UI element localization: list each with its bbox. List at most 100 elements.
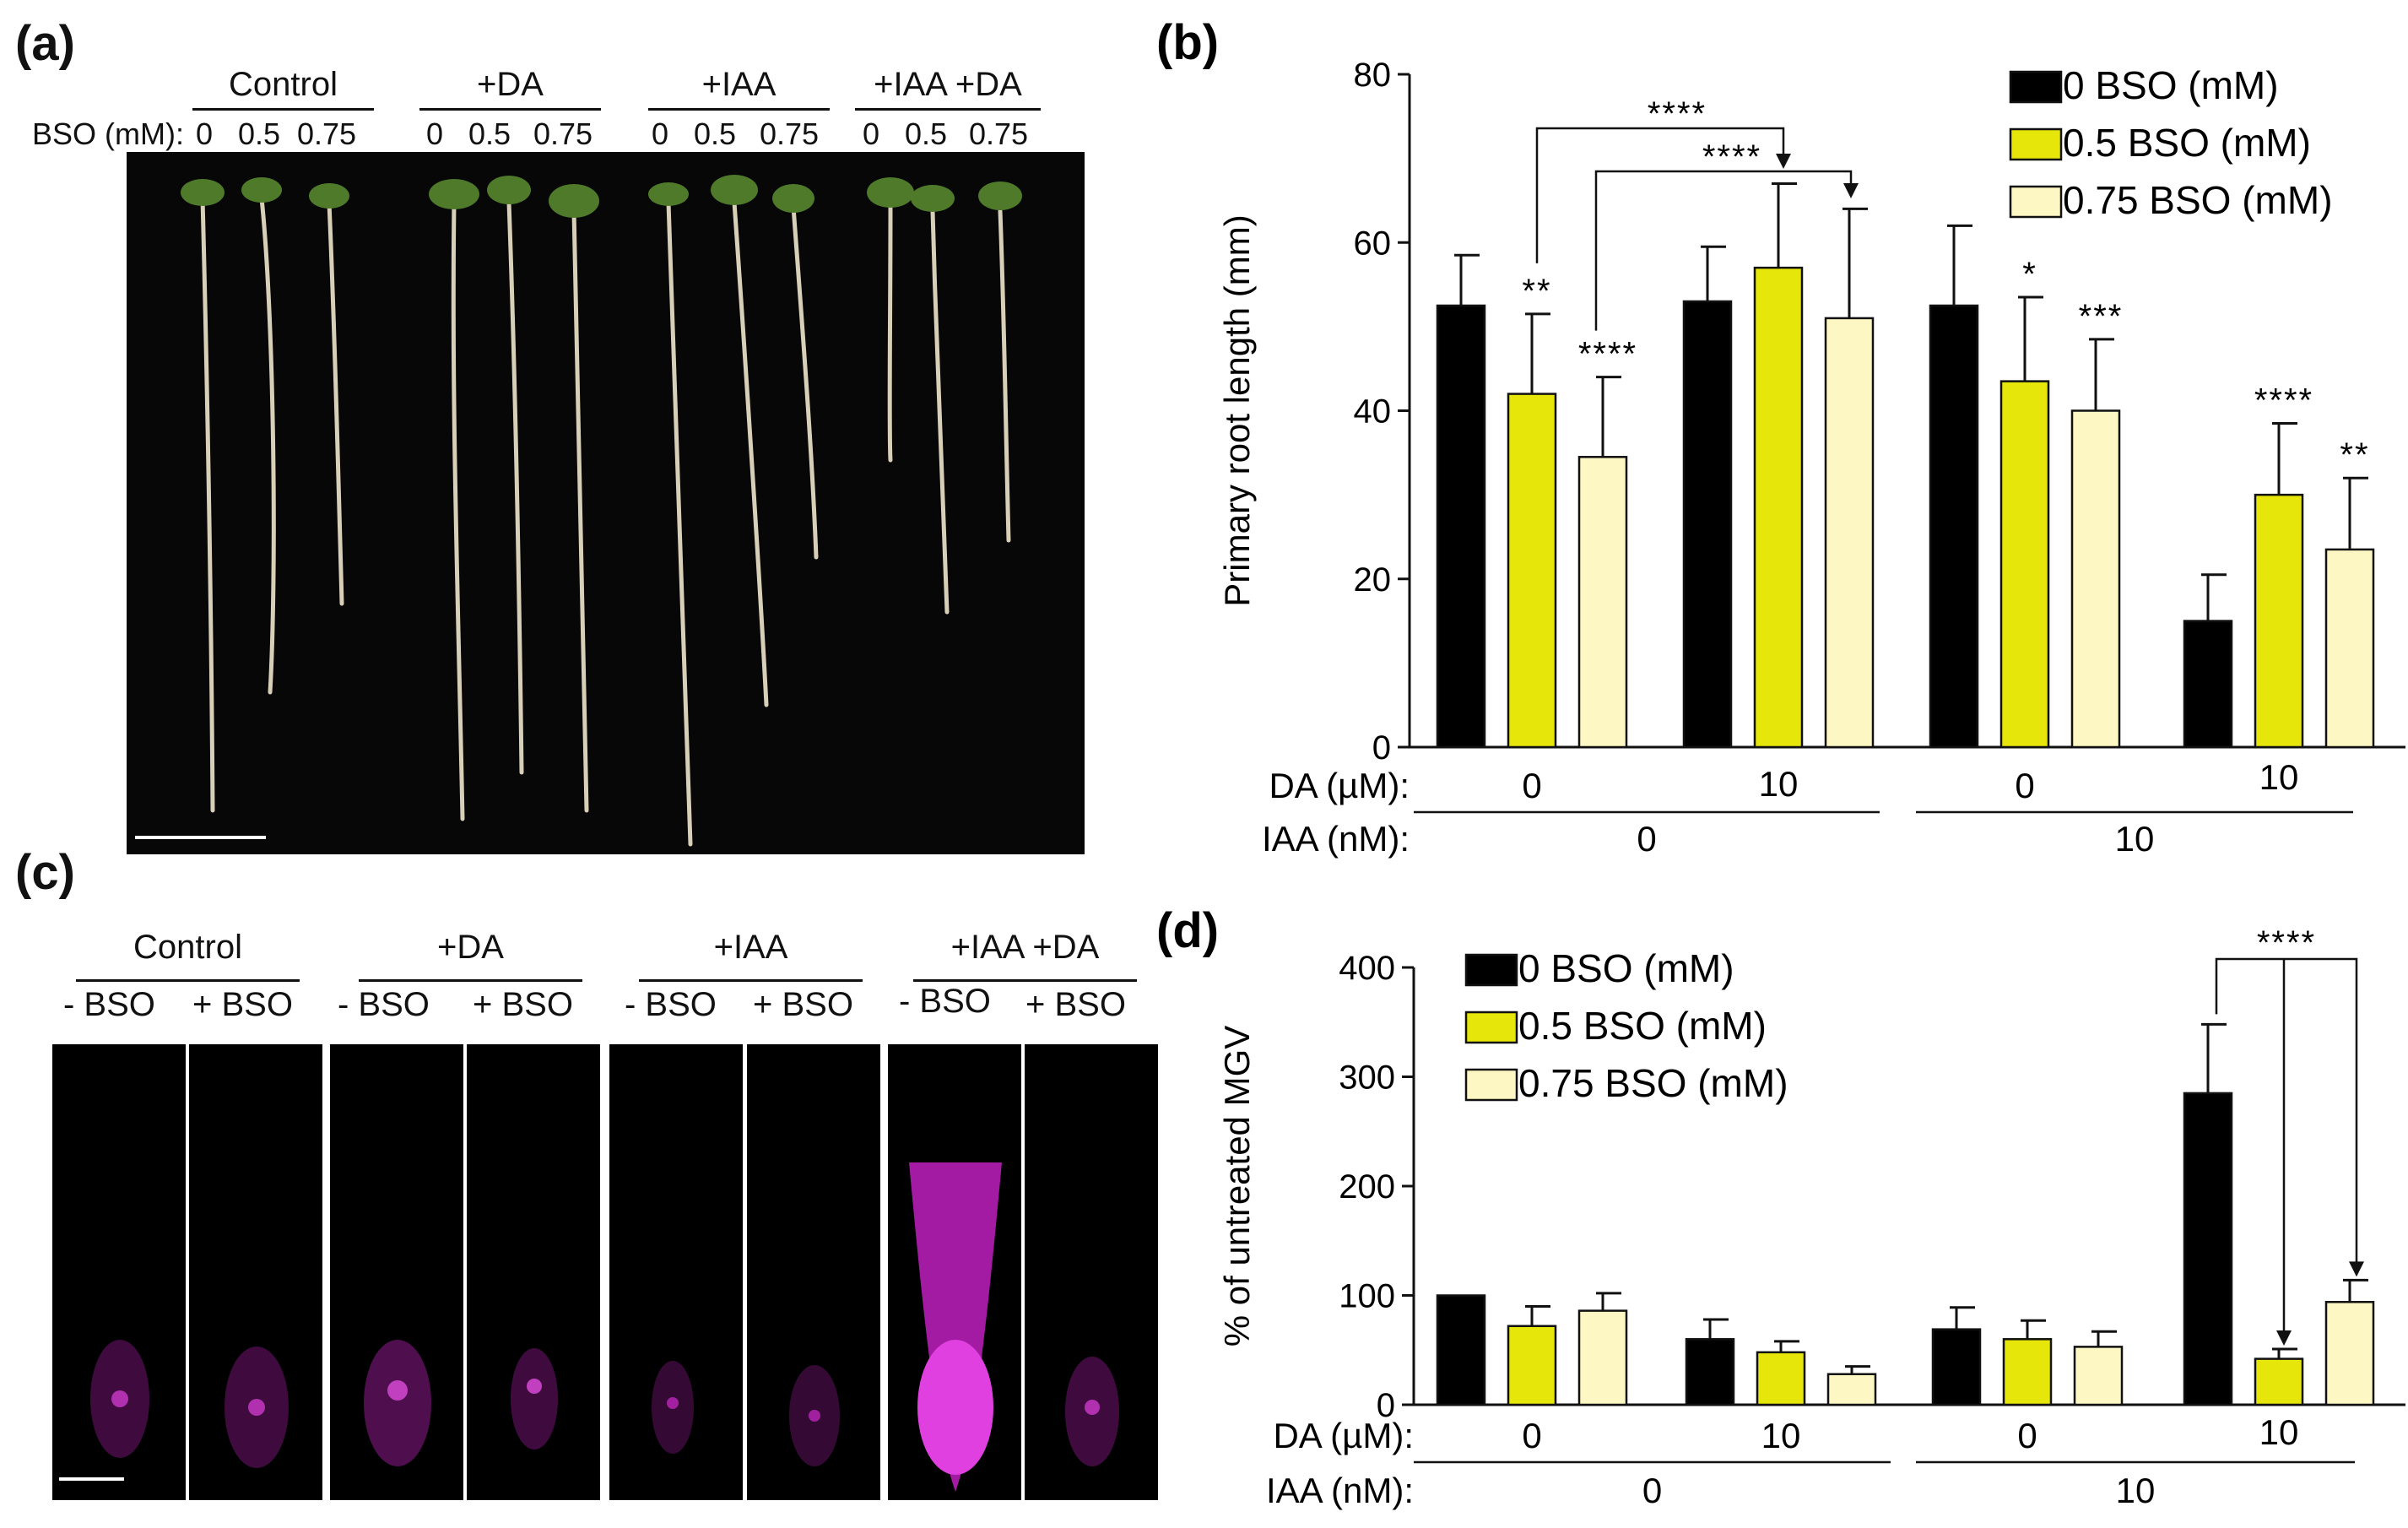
- seedling-photo: [127, 152, 1085, 854]
- comparison-bracket: [1594, 170, 1853, 331]
- bar: [1999, 380, 2050, 749]
- arrowhead: [2349, 1261, 2364, 1277]
- plus-bso-label: + BSO: [753, 986, 853, 1023]
- legend-label: 0.75 BSO (mM): [1518, 1061, 1788, 1105]
- minus-bso-label: - BSO: [899, 983, 991, 1020]
- group-name: Control: [133, 929, 242, 966]
- x-row-value: 10: [2116, 1471, 2156, 1510]
- bar: [1826, 1373, 1877, 1406]
- bar: [1756, 1351, 1806, 1406]
- bar: [2002, 1338, 2053, 1406]
- y-axis-label: Primary root length (mm): [1217, 214, 1257, 606]
- bar: [1577, 456, 1628, 749]
- arrowhead: [2276, 1330, 2292, 1346]
- arrowhead: [1776, 154, 1791, 169]
- significance-stars: ****: [1578, 336, 1637, 373]
- group-name: +DA: [477, 66, 544, 103]
- significance-stars: ****: [1702, 138, 1761, 176]
- x-row-value: 10: [2259, 1412, 2299, 1452]
- minus-bso-label: - BSO: [63, 986, 155, 1023]
- y-tick-label: 0: [1372, 729, 1391, 767]
- y-tick-label: 100: [1339, 1278, 1395, 1315]
- group-name: +IAA: [701, 66, 777, 103]
- micrograph-da-minus: [330, 1044, 463, 1500]
- y-tick-label: 60: [1354, 225, 1392, 262]
- micrograph-iaa-da-plus: [1025, 1044, 1158, 1500]
- bar: [1682, 300, 1733, 749]
- micrograph-control-plus: [189, 1044, 322, 1500]
- comparison-bracket: [2215, 957, 2358, 1265]
- significance-stars: ****: [2254, 382, 2313, 419]
- bso-axis-label: BSO (mM):: [32, 116, 184, 151]
- conc-label: 0: [863, 116, 880, 151]
- minus-bso-label: - BSO: [338, 986, 430, 1023]
- legend-swatch: [2009, 185, 2063, 219]
- legend-label: 0.5 BSO (mM): [2063, 121, 2311, 165]
- panel-label: (b): [1156, 15, 1219, 70]
- conc-label: 0: [196, 116, 214, 151]
- x-row-value: 0: [2015, 766, 2034, 805]
- x-row-value: 10: [2259, 757, 2299, 797]
- legend-label: 0.5 BSO (mM): [1518, 1004, 1767, 1048]
- seedling-roots-illustration: [135, 175, 1022, 847]
- y-tick-label: 40: [1354, 393, 1392, 431]
- micrograph-iaa-plus: [747, 1044, 880, 1500]
- conc-label: 0: [652, 116, 669, 151]
- conc-label: 0.5: [238, 116, 281, 151]
- micrograph-iaa-da-minus: [888, 1044, 1021, 1500]
- significance-stars: ****: [2257, 924, 2316, 962]
- bar: [1507, 393, 1557, 749]
- panel-label: (d): [1156, 903, 1219, 958]
- micrograph-control-minus: [52, 1044, 186, 1500]
- bar: [2324, 1301, 2375, 1406]
- bar: [1931, 1328, 1982, 1406]
- x-row-value: 10: [1761, 1416, 1801, 1455]
- conc-label: 0.5: [905, 116, 948, 151]
- conc-label: 0.75: [533, 116, 593, 151]
- legend-swatch: [1464, 1068, 1518, 1102]
- legend-swatch: [1464, 953, 1518, 987]
- y-tick-label: 200: [1339, 1168, 1395, 1206]
- group-name: +IAA +DA: [874, 66, 1022, 103]
- micrograph-iaa-minus: [609, 1044, 743, 1500]
- micrograph-da-plus: [467, 1044, 600, 1500]
- conc-label: 0.5: [468, 116, 511, 151]
- arrowhead: [1843, 183, 1859, 198]
- bar: [2324, 548, 2375, 749]
- bar: [1436, 1294, 1486, 1406]
- bar: [1507, 1325, 1557, 1406]
- legend-swatch: [2009, 70, 2063, 104]
- x-row-value: 0: [2017, 1416, 2037, 1455]
- panel-a-label: (a): [15, 16, 75, 71]
- bar: [2073, 1346, 2124, 1406]
- y-axis-label: % of untreated MGV: [1217, 1026, 1257, 1347]
- x-row-value: 0: [1522, 1416, 1541, 1455]
- legend-swatch: [1464, 1011, 1518, 1044]
- significance-stars: ***: [2079, 298, 2124, 335]
- legend-label: 0.75 BSO (mM): [2063, 178, 2333, 222]
- x-row-value: 10: [2115, 819, 2155, 859]
- y-tick-label: 0: [1377, 1387, 1395, 1424]
- x-row-value: 10: [1759, 764, 1799, 804]
- x-row-label: DA (µM):: [1269, 766, 1410, 805]
- comparison-bracket: [1535, 127, 1785, 263]
- bar: [2070, 409, 2121, 749]
- group-name: +DA: [437, 929, 504, 966]
- conc-label: 0.75: [297, 116, 357, 151]
- plus-bso-label: + BSO: [473, 986, 573, 1023]
- group-name: +IAA: [713, 929, 788, 966]
- bar: [1577, 1309, 1628, 1406]
- y-tick-label: 80: [1354, 57, 1392, 94]
- bar: [2183, 620, 2233, 749]
- x-row-label: IAA (nM):: [1262, 819, 1410, 859]
- bar: [2254, 1357, 2304, 1406]
- group-name: +IAA +DA: [950, 929, 1100, 966]
- significance-stars: **: [1522, 273, 1551, 310]
- bar: [1685, 1338, 1735, 1406]
- bar: [2183, 1092, 2233, 1406]
- x-row-label: DA (µM):: [1273, 1416, 1414, 1455]
- y-tick-label: 400: [1339, 950, 1395, 987]
- y-tick-label: 300: [1339, 1059, 1395, 1097]
- plus-bso-label: + BSO: [192, 986, 293, 1023]
